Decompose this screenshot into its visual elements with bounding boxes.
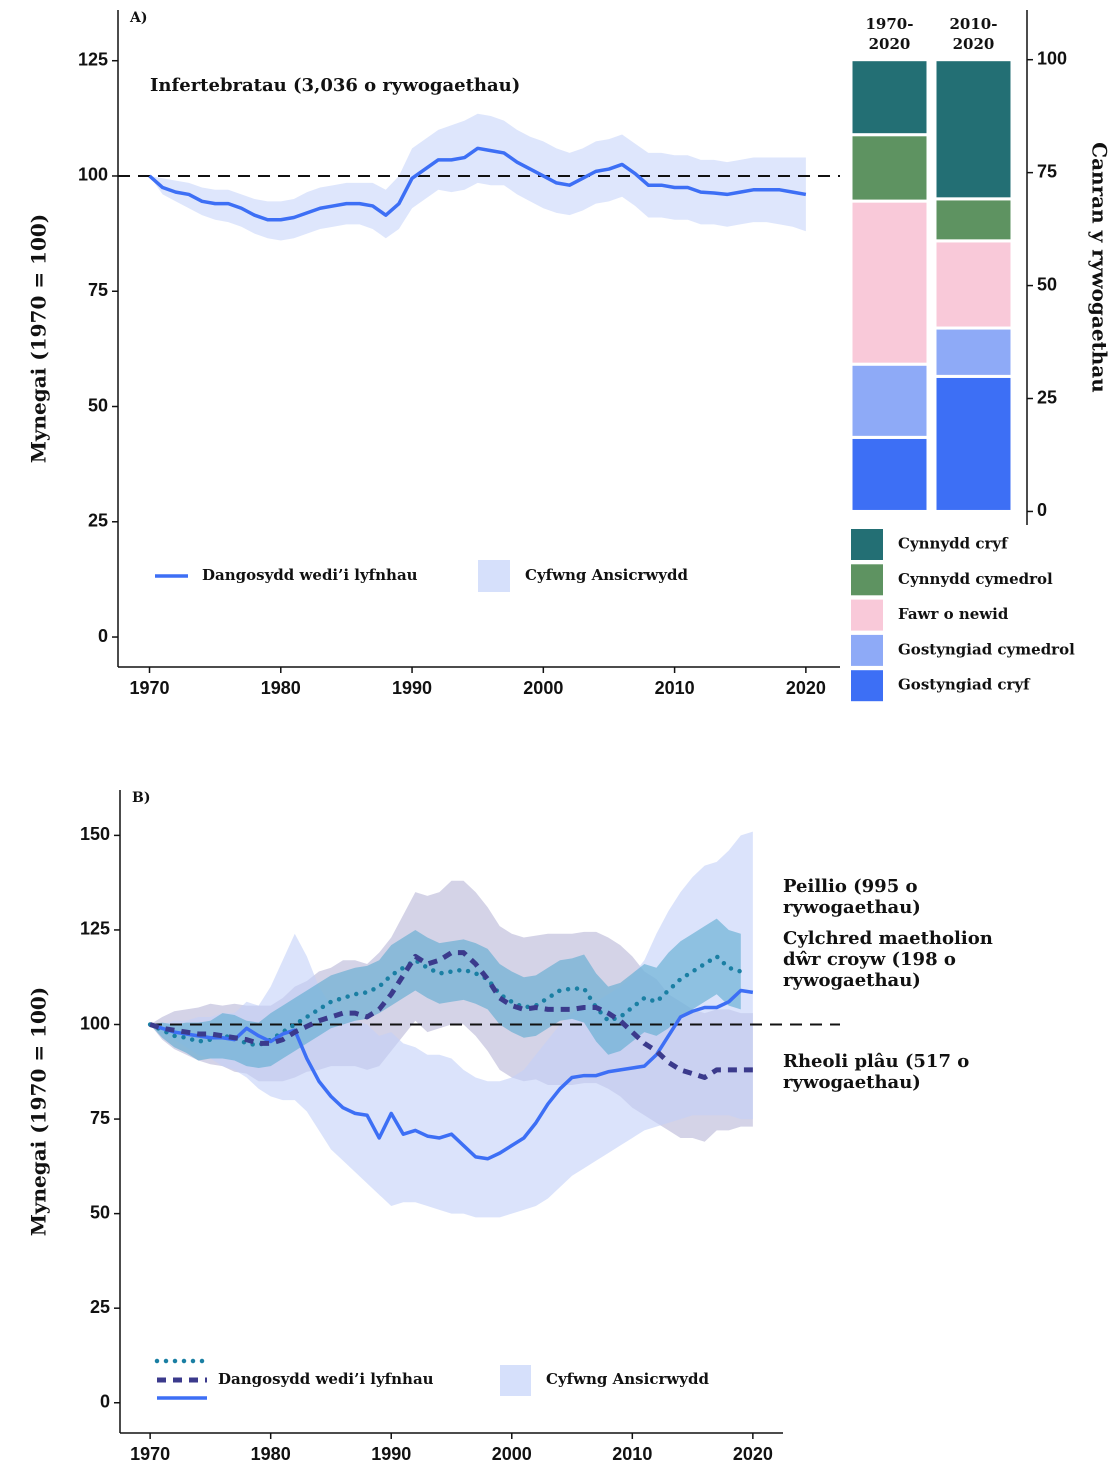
- x-tick-label: 2010: [612, 1444, 652, 1464]
- y-tick-label: 125: [80, 919, 110, 939]
- y-tick-label: 150: [80, 824, 110, 844]
- series-label: Cylchred maetholion dŵr croyw (198 o ryw…: [783, 928, 993, 991]
- bar-segment: [849, 133, 930, 203]
- legend-swatch: [851, 670, 883, 702]
- y-tick-label: 50: [1037, 274, 1057, 294]
- legend-swatch: [478, 560, 510, 592]
- bar-segment: [849, 58, 930, 137]
- y-axis-title: Mynegai (1970 = 100): [27, 987, 51, 1237]
- uncertainty-band: [149, 113, 806, 241]
- y-tick-label: 75: [90, 1108, 110, 1128]
- panel-label: A): [129, 10, 148, 26]
- index-line: [149, 950, 753, 1080]
- uncertainty-band: [150, 831, 753, 1218]
- bar-segment: [849, 362, 930, 439]
- y-tick-label: 75: [88, 280, 108, 300]
- y-tick-label: 50: [88, 395, 108, 415]
- legend-label: Dangosydd wedi’i lyfnhau: [202, 566, 418, 584]
- bar-segment: [933, 58, 1014, 201]
- x-tick-label: 2020: [786, 678, 826, 698]
- y-tick-label: 25: [90, 1297, 110, 1317]
- category-label: 2010-2020: [949, 15, 998, 53]
- legend-label: Gostyngiad cryf: [898, 676, 1031, 694]
- x-tick-label: 1990: [371, 1444, 411, 1464]
- y-tick-label: 75: [1037, 161, 1057, 181]
- x-tick-label: 2010: [655, 678, 695, 698]
- bar-segment: [849, 199, 930, 366]
- y-axis-title: Canran y rywogaethau: [1088, 142, 1111, 393]
- y-tick-label: 25: [88, 511, 108, 531]
- x-tick-label: 1980: [261, 678, 301, 698]
- index-line: [147, 954, 744, 1048]
- legend-swatch: [851, 564, 883, 596]
- legend-label: Cyfwng Ansicrwydd: [546, 1370, 709, 1388]
- x-tick-label: 2000: [523, 678, 563, 698]
- legend-label: Cynnydd cymedrol: [898, 570, 1053, 588]
- series-label: Rheoli plâu (517 o rywogaethau): [783, 1051, 970, 1093]
- x-tick-label: 2000: [492, 1444, 532, 1464]
- y-axis-title: Mynegai (1970 = 100): [27, 214, 51, 464]
- legend-swatch: [851, 634, 883, 666]
- y-tick-label: 125: [78, 49, 108, 69]
- y-tick-label: 0: [98, 626, 108, 646]
- legend-label: Fawr o newid: [898, 605, 1009, 623]
- bar-segment: [933, 326, 1014, 378]
- x-tick-label: 2020: [733, 1444, 773, 1464]
- series-label: Infertebratau (3,036 o rywogaethau): [150, 75, 520, 96]
- legend-swatch: [500, 1365, 531, 1396]
- legend-label: Gostyngiad cymedrol: [898, 640, 1075, 658]
- x-tick-label: 1990: [392, 678, 432, 698]
- legend-swatch: [851, 529, 883, 560]
- x-tick-label: 1980: [251, 1444, 291, 1464]
- y-tick-label: 0: [100, 1391, 110, 1411]
- bar-segment: [849, 435, 930, 513]
- y-tick-label: 25: [1037, 387, 1057, 407]
- legend-label: Cyfwng Ansicrwydd: [525, 566, 688, 584]
- category-label: 1970-2020: [865, 15, 914, 53]
- y-tick-label: 50: [90, 1202, 110, 1222]
- bar-segment: [933, 239, 1014, 330]
- index-line: [149, 988, 754, 1161]
- panel-label: B): [132, 790, 150, 806]
- bar-segment: [933, 197, 1014, 243]
- legend-label: Cynnydd cryf: [898, 535, 1009, 553]
- x-tick-label: 1970: [130, 1444, 170, 1464]
- y-tick-label: 0: [1037, 500, 1047, 520]
- x-tick-label: 1970: [129, 678, 169, 698]
- y-tick-label: 100: [78, 165, 108, 185]
- bar-segment: [933, 374, 1014, 513]
- y-tick-label: 100: [80, 1013, 110, 1033]
- y-tick-label: 100: [1037, 48, 1067, 68]
- index-line: [148, 146, 807, 222]
- series-label: Peillio (995 o rywogaethau): [783, 876, 921, 918]
- legend-swatch: [851, 599, 883, 631]
- legend-label: Dangosydd wedi’i lyfnhau: [218, 1370, 434, 1388]
